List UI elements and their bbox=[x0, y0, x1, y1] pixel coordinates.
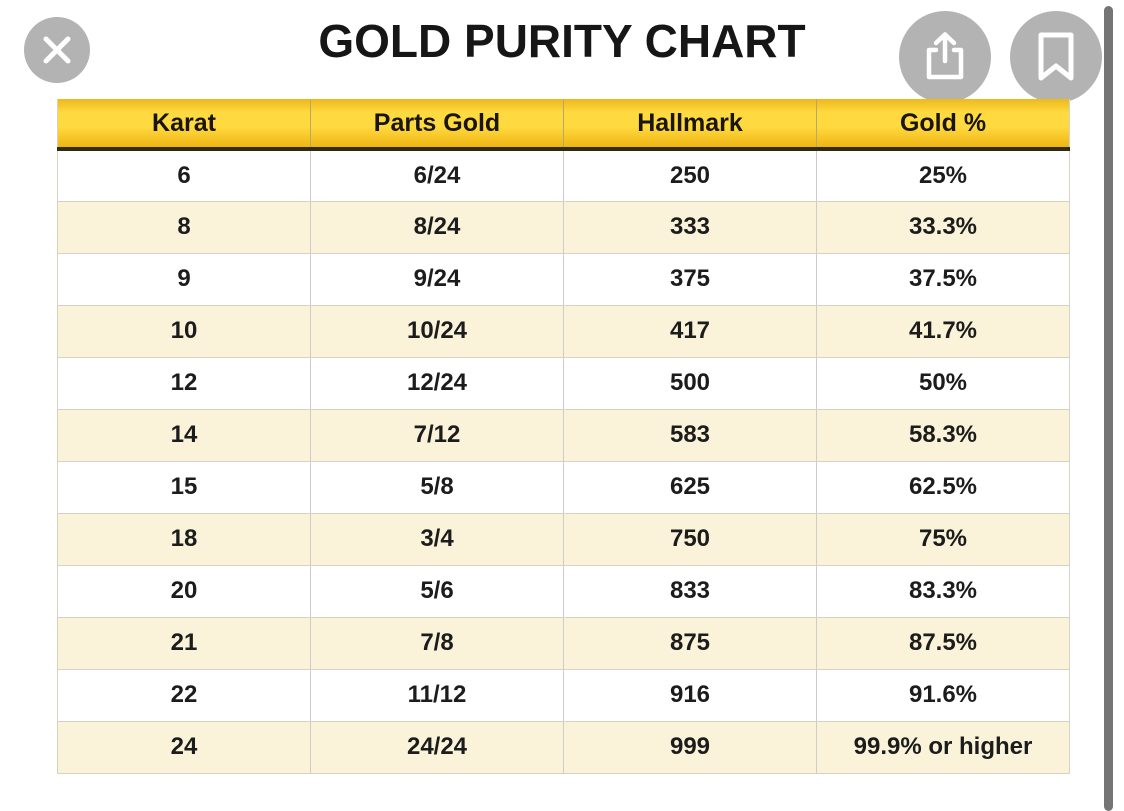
table-cell: 375 bbox=[563, 253, 817, 306]
table-cell: 9/24 bbox=[310, 253, 564, 306]
table-cell: 12 bbox=[57, 357, 311, 410]
page-title: GOLD PURITY CHART bbox=[318, 15, 806, 67]
table-cell: 87.5% bbox=[816, 617, 1070, 670]
table-cell: 18 bbox=[57, 513, 311, 566]
table-cell: 750 bbox=[563, 513, 817, 566]
table-cell: 75% bbox=[816, 513, 1070, 566]
table-cell: 62.5% bbox=[816, 461, 1070, 514]
table-row: 8 8/24 333 33.3% bbox=[57, 201, 1070, 254]
table-cell: 12/24 bbox=[310, 357, 564, 410]
bookmark-icon bbox=[1036, 32, 1076, 82]
table-cell: 333 bbox=[563, 201, 817, 254]
column-header: Hallmark bbox=[563, 99, 817, 151]
table-cell: 916 bbox=[563, 669, 817, 722]
table-cell: 22 bbox=[57, 669, 311, 722]
table-cell: 83.3% bbox=[816, 565, 1070, 618]
table-cell: 6 bbox=[57, 149, 311, 202]
column-header: Parts Gold bbox=[310, 99, 564, 151]
table-row: 9 9/24 375 37.5% bbox=[57, 253, 1070, 306]
table-row: 6 6/24 250 25% bbox=[57, 149, 1070, 202]
table-cell: 3/4 bbox=[310, 513, 564, 566]
table-cell: 7/8 bbox=[310, 617, 564, 670]
table-cell: 999 bbox=[563, 721, 817, 774]
table-row: 22 11/12 916 91.6% bbox=[57, 669, 1070, 722]
table-cell: 7/12 bbox=[310, 409, 564, 462]
table-cell: 24 bbox=[57, 721, 311, 774]
gold-purity-table: Karat Parts Gold Hallmark Gold % 6 6/24 250 25… bbox=[57, 99, 1070, 774]
close-button[interactable] bbox=[24, 17, 90, 83]
table-cell: 24/24 bbox=[310, 721, 564, 774]
close-icon bbox=[40, 33, 74, 67]
table-cell: 583 bbox=[563, 409, 817, 462]
share-button[interactable] bbox=[899, 11, 991, 103]
table-cell: 25% bbox=[816, 149, 1070, 202]
table-cell: 15 bbox=[57, 461, 311, 514]
table-row: 21 7/8 875 87.5% bbox=[57, 617, 1070, 670]
table-row: 15 5/8 625 62.5% bbox=[57, 461, 1070, 514]
table-cell: 20 bbox=[57, 565, 311, 618]
table-cell: 41.7% bbox=[816, 305, 1070, 358]
table-row: 10 10/24 417 41.7% bbox=[57, 305, 1070, 358]
table-row: 18 3/4 750 75% bbox=[57, 513, 1070, 566]
table-row: 24 24/24 999 99.9% or higher bbox=[57, 721, 1070, 774]
table-cell: 99.9% or higher bbox=[816, 721, 1070, 774]
bookmark-button[interactable] bbox=[1010, 11, 1102, 103]
table-cell: 875 bbox=[563, 617, 817, 670]
table-header-row: Karat Parts Gold Hallmark Gold % bbox=[57, 99, 1070, 151]
table-row: 12 12/24 500 50% bbox=[57, 357, 1070, 410]
table-cell: 91.6% bbox=[816, 669, 1070, 722]
table-cell: 11/12 bbox=[310, 669, 564, 722]
table-cell: 5/6 bbox=[310, 565, 564, 618]
table-cell: 8 bbox=[57, 201, 311, 254]
table-cell: 250 bbox=[563, 149, 817, 202]
table-cell: 14 bbox=[57, 409, 311, 462]
table-cell: 500 bbox=[563, 357, 817, 410]
column-header: Gold % bbox=[816, 99, 1070, 151]
table-cell: 10/24 bbox=[310, 305, 564, 358]
table-cell: 58.3% bbox=[816, 409, 1070, 462]
scrollbar[interactable] bbox=[1104, 6, 1113, 811]
table-cell: 625 bbox=[563, 461, 817, 514]
share-icon bbox=[922, 32, 968, 82]
table-cell: 50% bbox=[816, 357, 1070, 410]
table-row: 14 7/12 583 58.3% bbox=[57, 409, 1070, 462]
table-cell: 833 bbox=[563, 565, 817, 618]
table-cell: 33.3% bbox=[816, 201, 1070, 254]
table-cell: 5/8 bbox=[310, 461, 564, 514]
table-cell: 8/24 bbox=[310, 201, 564, 254]
table-cell: 37.5% bbox=[816, 253, 1070, 306]
table-row: 20 5/6 833 83.3% bbox=[57, 565, 1070, 618]
table-cell: 21 bbox=[57, 617, 311, 670]
table-cell: 417 bbox=[563, 305, 817, 358]
column-header: Karat bbox=[57, 99, 311, 151]
table-cell: 6/24 bbox=[310, 149, 564, 202]
table-cell: 9 bbox=[57, 253, 311, 306]
table-cell: 10 bbox=[57, 305, 311, 358]
